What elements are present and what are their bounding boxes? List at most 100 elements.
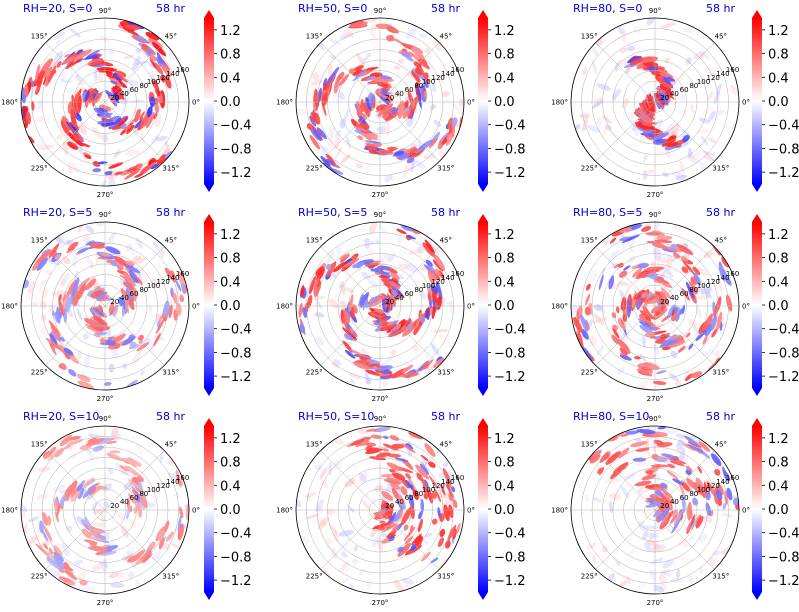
angle-tick-label: 225° [581,572,598,580]
field-mark [152,550,162,561]
field-mark [732,497,739,506]
field-mark [670,350,678,358]
field-mark [721,256,730,268]
field-mark [66,525,73,532]
field-mark [59,434,73,447]
field-mark [49,446,57,455]
field-mark [302,307,307,318]
field-mark [355,442,362,448]
field-mark [39,539,52,548]
panel-time-label: 58 hr [156,410,185,423]
field-mark [419,33,427,39]
field-mark [138,334,144,341]
field-mark [634,480,652,487]
polar-frame [295,425,465,595]
field-mark [86,256,92,265]
field-mark [638,486,644,494]
colorbar-tick-label: −0.4 [494,527,526,542]
field-mark [680,255,689,262]
field-mark [653,222,661,230]
colorbar-extend-min [204,388,214,396]
field-mark [27,280,36,295]
field-layer [571,18,739,181]
field-mark [698,441,710,452]
field-mark [402,325,415,337]
field-mark [359,116,367,125]
field-mark [358,473,367,483]
angular-gridline [654,246,715,307]
field-mark [328,522,339,536]
field-mark [125,287,132,301]
field-mark [652,160,667,168]
field-mark [638,115,652,123]
field-mark [21,507,26,519]
angle-tick-label: 0° [742,507,750,515]
field-mark [360,99,365,112]
angular-gridline [320,305,381,366]
field-mark [666,470,679,480]
angular-gridline [320,509,381,570]
field-mark [707,137,717,143]
field-mark [120,98,129,105]
polar-grid [20,17,190,187]
field-mark [397,493,406,507]
radial-tick-label: 140 [716,70,729,78]
field-mark [125,29,139,36]
field-mark [423,153,437,160]
field-mark [391,472,406,481]
field-mark [298,302,303,318]
field-mark [110,261,120,267]
field-mark [441,91,450,98]
angular-gridline [654,101,715,162]
field-mark [76,283,86,301]
field-mark [310,79,323,86]
angular-gridline [595,305,656,366]
field-mark [318,516,329,530]
panel-time-label: 58 hr [156,2,185,15]
field-mark [361,271,371,280]
panel-time-label: 58 hr [706,2,735,15]
radial-tick-label: 20 [385,94,394,102]
field-mark [106,74,117,79]
field-mark [690,371,703,379]
field-mark [416,247,427,254]
field-mark [577,332,584,351]
field-mark [707,91,714,102]
field-mark [697,484,707,499]
field-mark [108,176,116,186]
angle-tick-label: 90° [649,415,661,423]
field-mark [430,284,438,295]
field-mark [391,277,399,284]
field-mark [394,65,401,70]
field-mark [322,77,328,87]
angle-tick-label: 45° [165,441,177,449]
field-mark [601,546,608,553]
colorbar-tick-label: −1.2 [494,370,526,385]
field-mark [325,153,336,166]
angular-gridline [104,101,165,162]
field-mark [341,284,346,294]
radial-tick-label: 100 [697,282,710,290]
field-mark [364,165,369,176]
field-layer [296,18,464,183]
field-mark [69,27,82,38]
colorbar-tick-label: −0.4 [220,323,252,338]
angle-tick-label: 315° [712,368,729,376]
field-mark [696,268,708,276]
colorbar: 1.2 0.8 0.4 0.0 −0.4 −0.8 −1.2 [204,10,252,192]
field-mark [109,450,121,454]
field-mark [360,23,368,28]
field-mark [54,311,61,324]
angular-gridline [45,305,106,366]
field-mark [113,342,121,349]
field-mark [697,129,709,134]
field-mark [633,461,650,467]
field-mark [402,146,417,154]
radial-tick-label: 60 [405,86,414,94]
angle-tick-label: 180° [551,99,568,107]
field-mark [717,109,725,116]
field-mark [87,500,96,509]
field-mark [627,299,632,318]
field-mark [431,491,437,500]
field-mark [647,169,655,175]
